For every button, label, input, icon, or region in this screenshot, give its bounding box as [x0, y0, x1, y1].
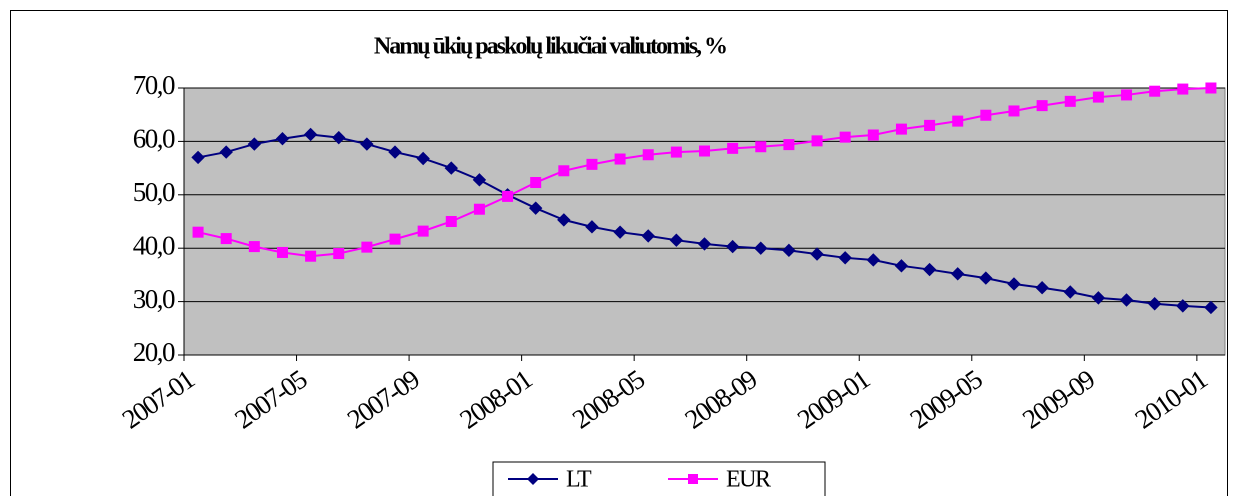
legend-label: LT — [566, 467, 592, 493]
marker — [1035, 281, 1049, 295]
marker — [1147, 297, 1162, 311]
marker — [445, 216, 457, 227]
marker — [502, 190, 514, 202]
marker — [838, 251, 852, 265]
marker — [1036, 100, 1048, 112]
marker — [472, 173, 487, 187]
marker — [727, 142, 739, 154]
marker — [192, 226, 204, 238]
marker — [248, 241, 260, 253]
marker — [669, 233, 684, 247]
marker — [1177, 83, 1189, 95]
marker — [979, 271, 993, 285]
legend-marker — [688, 474, 698, 484]
marker — [1092, 91, 1104, 103]
marker — [641, 229, 655, 243]
marker — [755, 141, 767, 153]
marker — [305, 250, 317, 262]
marker — [586, 158, 598, 170]
y-tick-label: 50,0 — [133, 177, 175, 207]
marker — [867, 129, 879, 141]
y-tick-label: 60,0 — [133, 124, 175, 154]
legend-label: EUR — [726, 467, 771, 493]
marker — [1064, 95, 1076, 107]
marker — [810, 247, 824, 261]
legend — [492, 461, 826, 496]
marker — [361, 241, 373, 253]
marker — [754, 241, 768, 255]
marker — [1205, 82, 1217, 94]
marker — [895, 123, 907, 135]
marker — [220, 233, 232, 245]
chart-title: Namų ūkių paskolų likučiai valiutomis, % — [374, 34, 726, 60]
marker — [951, 267, 965, 281]
marker — [388, 145, 402, 159]
marker — [528, 201, 543, 215]
marker — [642, 149, 654, 161]
marker — [782, 243, 796, 258]
y-tick-label: 70,0 — [133, 70, 175, 100]
marker — [417, 225, 429, 237]
marker — [952, 115, 964, 127]
marker — [614, 153, 626, 165]
marker — [473, 203, 485, 215]
marker — [922, 262, 937, 277]
marker — [697, 237, 712, 251]
marker — [275, 132, 290, 146]
marker — [333, 248, 345, 260]
marker — [444, 161, 458, 175]
marker — [924, 119, 936, 131]
marker — [670, 146, 682, 158]
marker — [1063, 285, 1077, 299]
marker — [1149, 85, 1161, 97]
y-tick-label: 20,0 — [133, 337, 175, 367]
marker — [1007, 277, 1021, 291]
marker — [1008, 105, 1020, 117]
marker — [389, 233, 401, 245]
marker — [303, 127, 318, 142]
marker — [1176, 299, 1190, 313]
marker — [613, 225, 627, 239]
marker — [1091, 291, 1106, 305]
marker — [725, 239, 740, 254]
marker — [811, 135, 823, 147]
marker — [360, 137, 374, 151]
legend-marker — [527, 473, 539, 485]
y-tick-label: 30,0 — [133, 284, 175, 314]
marker — [558, 165, 570, 177]
marker — [332, 130, 346, 145]
marker — [1119, 293, 1134, 307]
marker — [247, 137, 262, 151]
y-tick-label: 40,0 — [133, 230, 175, 260]
marker — [866, 253, 881, 267]
marker — [980, 109, 992, 121]
marker — [1204, 300, 1218, 315]
marker — [191, 150, 205, 165]
marker — [276, 246, 288, 258]
marker — [783, 139, 795, 151]
marker — [416, 151, 430, 166]
marker — [585, 220, 599, 234]
marker — [219, 145, 233, 159]
marker — [1121, 89, 1133, 101]
marker — [557, 213, 571, 227]
plot-area — [183, 87, 1226, 356]
marker — [699, 145, 710, 157]
marker — [839, 131, 851, 143]
marker — [894, 259, 909, 273]
marker — [530, 177, 542, 189]
